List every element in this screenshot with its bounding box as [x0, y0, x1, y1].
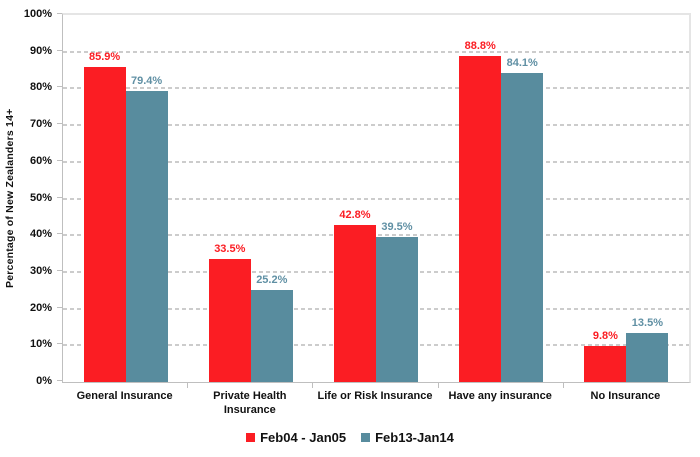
- legend-label: Feb13-Jan14: [375, 430, 454, 445]
- y-tick-mark: [57, 233, 62, 235]
- value-label-feb13-jan14-life-or-risk-insurance: 39.5%: [381, 221, 413, 233]
- gridline-90: [63, 50, 689, 53]
- legend-swatch-feb13-jan14: [361, 433, 371, 442]
- y-tick-label: 40%: [29, 228, 52, 241]
- bar-feb13-jan14-private-health-insurance: [250, 289, 293, 382]
- y-tick-mark: [57, 343, 62, 345]
- plot-area: 85.9% 33.5% 42.8% 88.8% 9.8% 79.4% 25.2% 39.5% 8…: [62, 13, 691, 383]
- y-tick-label: 100%: [23, 8, 52, 20]
- y-tick-label: 90%: [29, 44, 52, 57]
- y-tick-mark: [57, 380, 62, 381]
- y-tick-label: 80%: [29, 81, 52, 94]
- category-label-private-health-insurance: Private Health Insurance: [213, 390, 287, 416]
- bar-feb13-jan14-have-any-insurance: [501, 73, 544, 382]
- category-label-no-insurance: No Insurance: [590, 390, 661, 402]
- value-label-feb04-jan05-no-insurance: 9.8%: [592, 330, 618, 342]
- y-tick-mark: [57, 86, 62, 88]
- y-tick-mark: [57, 196, 62, 198]
- value-label-feb04-jan05-private-health-insurance: 33.5%: [214, 243, 246, 256]
- value-label-feb04-jan05-general-insurance: 85.9%: [88, 50, 121, 63]
- y-tick-mark: [57, 269, 62, 271]
- y-tick-label: 70%: [29, 118, 52, 131]
- y-tick-label: 10%: [29, 338, 52, 351]
- y-tick-mark: [57, 123, 62, 125]
- x-tick-mark: [187, 383, 189, 388]
- value-label-feb13-jan14-have-any-insurance: 84.1%: [506, 57, 538, 70]
- value-label-feb13-jan14-no-insurance: 13.5%: [631, 316, 663, 329]
- gridline-70: [63, 124, 689, 127]
- gridline-40: [63, 234, 689, 237]
- y-tick-mark: [57, 49, 62, 51]
- y-axis-tick-labels: 0% 10% 20% 30% 40% 50% 60% 70% 80% 90% 100%: [0, 8, 52, 387]
- category-label-general-insurance: General Insurance: [76, 390, 173, 402]
- y-tick-mark: [57, 306, 62, 308]
- legend-swatch-feb04-jan05: [246, 433, 256, 442]
- legend: Feb04 - Jan05 Feb13-Jan14: [0, 430, 700, 445]
- category-label-have-any-insurance: Have any insurance: [448, 390, 552, 402]
- bar-feb04-jan05-private-health-insurance: [208, 259, 251, 382]
- y-tick-label: 60%: [29, 154, 52, 167]
- value-label-feb04-jan05-life-or-risk-insurance: 42.8%: [339, 208, 371, 221]
- y-tick-label: 20%: [29, 301, 52, 314]
- gridline-80: [63, 87, 689, 90]
- legend-label: Feb04 - Jan05: [260, 430, 347, 445]
- gridline-60: [63, 160, 689, 163]
- x-tick-mark: [312, 383, 314, 388]
- y-tick-mark: [57, 13, 62, 14]
- y-tick-mark: [57, 159, 62, 161]
- category-label-life-or-risk-insurance: Life or Risk Insurance: [317, 390, 433, 402]
- gridline-50: [63, 197, 689, 200]
- bar-feb04-jan05-life-or-risk-insurance: [334, 224, 376, 382]
- x-tick-mark: [437, 383, 439, 388]
- y-tick-label: 0%: [36, 375, 52, 387]
- bar-feb13-jan14-general-insurance: [125, 90, 168, 382]
- value-label-feb13-jan14-general-insurance: 79.4%: [130, 74, 163, 87]
- x-tick-mark: [562, 383, 564, 388]
- bar-feb04-jan05-no-insurance: [584, 346, 627, 382]
- bar-feb13-jan14-no-insurance: [626, 332, 669, 382]
- bar-feb13-jan14-life-or-risk-insurance: [376, 237, 418, 382]
- y-tick-label: 50%: [29, 191, 52, 204]
- legend-item-feb04-jan05: Feb04 - Jan05: [246, 430, 346, 445]
- value-label-feb13-jan14-private-health-insurance: 25.2%: [256, 273, 288, 286]
- legend-item-feb13-jan14: Feb13-Jan14: [361, 430, 454, 445]
- y-tick-label: 30%: [29, 264, 52, 277]
- bar-feb04-jan05-have-any-insurance: [459, 56, 502, 382]
- bar-feb04-jan05-general-insurance: [83, 66, 126, 382]
- value-label-feb04-jan05-have-any-insurance: 88.8%: [464, 40, 496, 53]
